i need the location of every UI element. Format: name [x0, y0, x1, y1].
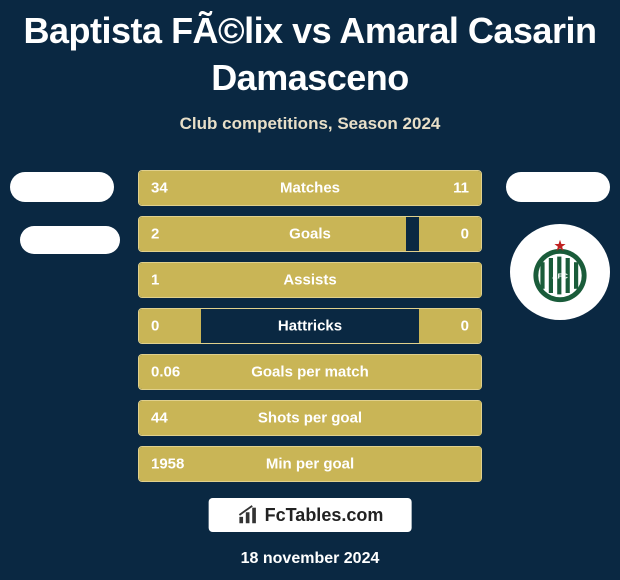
brand-text: FcTables.com: [265, 505, 384, 526]
stat-label: Hattricks: [278, 318, 342, 335]
svg-text:AFC: AFC: [552, 271, 568, 280]
stat-row: 0 0 Hattricks: [138, 308, 482, 344]
stat-label: Goals: [289, 226, 331, 243]
stat-row: 44 Shots per goal: [138, 400, 482, 436]
stat-value-left: 34: [151, 180, 168, 197]
stats-container: 34 11 Matches 2 0 Goals 1 Assists 0 0 Hattricks 0.0…: [138, 170, 482, 492]
stat-value-left: 0.06: [151, 364, 180, 381]
stat-value-right: 11: [453, 180, 469, 197]
subtitle: Club competitions, Season 2024: [0, 114, 620, 134]
title-line-2: Damasceno: [211, 57, 409, 98]
player1-avatar-placeholder-2: [20, 226, 120, 254]
stat-value-right: 0: [461, 226, 469, 243]
chart-icon: [237, 504, 259, 526]
player1-avatar-placeholder-1: [10, 172, 114, 202]
stat-bar-right: [419, 309, 481, 343]
stat-row: 0.06 Goals per match: [138, 354, 482, 390]
stat-row: 34 11 Matches: [138, 170, 482, 206]
player2-avatar-placeholder: [506, 172, 610, 202]
stat-value-left: 1958: [151, 456, 184, 473]
page-title: Baptista FÃ©lix vs Amaral Casarin Damasc…: [0, 0, 620, 102]
brand-box: FcTables.com: [209, 498, 412, 532]
stat-label: Min per goal: [266, 456, 354, 473]
stat-value-left: 44: [151, 410, 168, 427]
stat-bar-left: [139, 309, 201, 343]
stat-value-right: 0: [461, 318, 469, 335]
stat-row: 2 0 Goals: [138, 216, 482, 252]
stat-row: 1958 Min per goal: [138, 446, 482, 482]
player2-club-badge: AFC: [510, 224, 610, 320]
stat-bar-right: [419, 217, 481, 251]
stat-row: 1 Assists: [138, 262, 482, 298]
club-crest-icon: AFC: [525, 237, 595, 307]
stat-label: Assists: [283, 272, 336, 289]
stat-bar-left: [139, 217, 406, 251]
stat-value-left: 1: [151, 272, 159, 289]
stat-label: Shots per goal: [258, 410, 362, 427]
stat-label: Matches: [280, 180, 340, 197]
stat-value-left: 2: [151, 226, 159, 243]
footer-date: 18 november 2024: [241, 550, 380, 568]
title-line-1: Baptista FÃ©lix vs Amaral Casarin: [24, 10, 597, 51]
stat-bar-left: [139, 171, 396, 205]
stat-value-left: 0: [151, 318, 159, 335]
stat-label: Goals per match: [251, 364, 369, 381]
